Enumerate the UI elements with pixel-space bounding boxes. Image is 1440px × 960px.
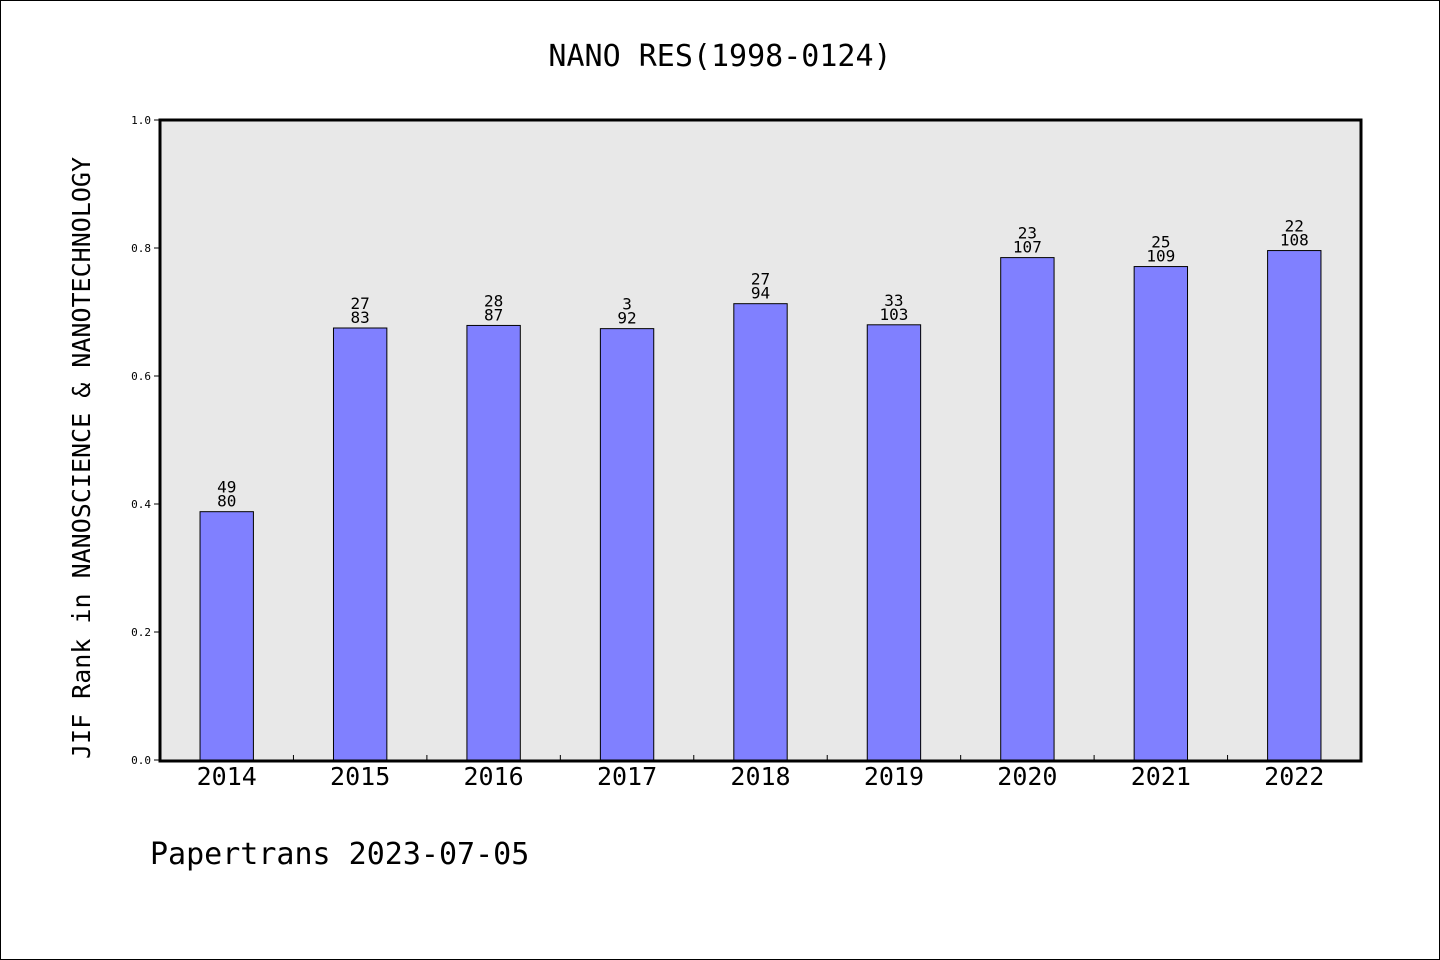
bar-label-top: 33 xyxy=(884,291,903,310)
bar-label-top: 3 xyxy=(622,295,632,314)
bar-label-top: 22 xyxy=(1285,217,1304,236)
bar-label-top: 25 xyxy=(1151,233,1170,252)
y-tick-label: 0.6 xyxy=(131,370,151,383)
x-tick-label: 2021 xyxy=(1131,762,1191,791)
y-tick-label: 0.8 xyxy=(131,242,151,255)
footer-text: Papertrans 2023-07-05 xyxy=(150,837,529,872)
bar-2017 xyxy=(599,328,655,761)
y-tick-labels: 0.0 0.2 0.4 0.6 0.8 1.0 xyxy=(131,114,151,767)
bar-label-top: 49 xyxy=(217,478,236,497)
x-tick-label: 2018 xyxy=(730,762,790,791)
bar-label-top: 27 xyxy=(351,294,370,313)
x-tick-label: 2017 xyxy=(597,762,657,791)
y-tick-label: 0.0 xyxy=(131,754,151,767)
x-tick-label: 2019 xyxy=(864,762,924,791)
bar-2021 xyxy=(1133,266,1189,761)
bar-label-bottom: 83 xyxy=(351,308,370,327)
x-tick-label: 2022 xyxy=(1264,762,1324,791)
bar-2022 xyxy=(1267,250,1322,761)
bar-label-bottom: 103 xyxy=(879,305,908,324)
bar-2018 xyxy=(733,303,788,761)
x-tick-label: 2014 xyxy=(197,762,257,791)
bar-2019 xyxy=(866,324,922,761)
bar-series xyxy=(199,250,1322,761)
bar-2015 xyxy=(332,327,388,761)
bar-label-bottom: 92 xyxy=(617,309,636,328)
y-tick-label: 0.4 xyxy=(131,498,151,511)
bar-label-bottom: 94 xyxy=(751,284,770,303)
bar-label-bottom: 80 xyxy=(217,492,236,511)
bar-label-top: 23 xyxy=(1018,224,1037,243)
x-tick-label: 2016 xyxy=(464,762,524,791)
bar-label-top: 28 xyxy=(484,291,503,310)
y-axis-label: JIF Rank in NANOSCIENCE & NANOTECHNOLOGY xyxy=(67,157,96,759)
bar-2014 xyxy=(199,511,254,761)
bar-label-bottom: 107 xyxy=(1013,238,1042,257)
bar-label-bottom: 109 xyxy=(1146,247,1175,266)
y-tick-label: 0.2 xyxy=(131,626,151,639)
axis-ticks xyxy=(154,119,1229,761)
x-tick-label: 2020 xyxy=(997,762,1057,791)
y-tick-label: 1.0 xyxy=(131,114,151,127)
bar-label-bottom: 87 xyxy=(484,305,503,324)
bar-2016 xyxy=(466,324,521,761)
x-tick-label: 2015 xyxy=(330,762,390,791)
bar-label-bottom: 108 xyxy=(1280,231,1309,250)
x-tick-labels: 2014 2015 2016 2017 2018 2019 2020 2021 2022 xyxy=(197,762,1325,791)
chart-title: NANO RES(1998-0124) xyxy=(548,39,891,74)
bar-2020 xyxy=(1000,257,1055,761)
bar-label-top: 27 xyxy=(751,270,770,289)
